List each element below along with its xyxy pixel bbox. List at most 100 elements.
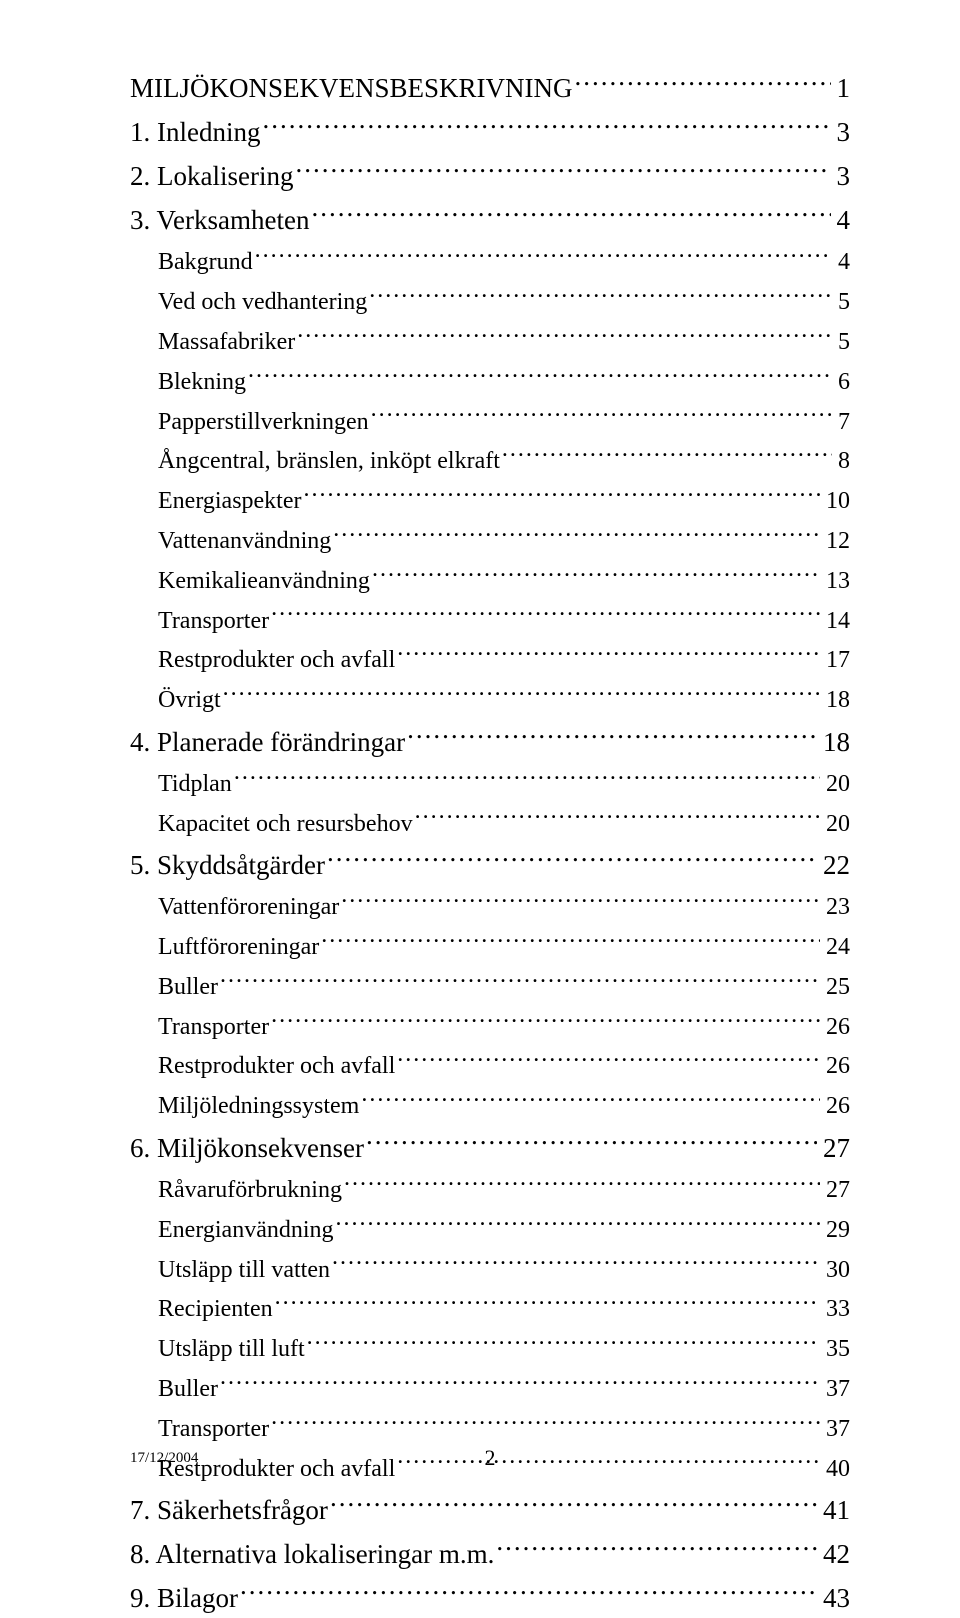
toc-entry-page: 29 — [822, 1212, 850, 1248]
toc-entry-page: 22 — [819, 845, 850, 886]
toc-entry-label: 8. Alternativa lokaliseringar m.m. — [130, 1534, 494, 1575]
toc-leader-dots — [369, 280, 832, 309]
toc-entry-label: Luftföroreningar — [158, 929, 319, 965]
toc-entry-page: 1 — [833, 68, 851, 109]
toc-entry: MILJÖKONSEKVENSBESKRIVNING 1 — [130, 65, 850, 109]
toc-leader-dots — [295, 153, 830, 185]
toc-entry: 1. Inledning3 — [130, 109, 850, 153]
toc-entry-page: 4 — [833, 200, 851, 241]
toc-entry: 6. Miljökonsekvenser27 — [130, 1124, 850, 1168]
toc-entry-page: 24 — [822, 929, 850, 965]
toc-leader-dots — [240, 1574, 817, 1606]
toc-entry-label: 9. Bilagor — [130, 1578, 238, 1618]
toc-entry: Tidplan 20 — [158, 762, 850, 802]
toc-leader-dots — [271, 1407, 820, 1436]
toc-leader-dots — [496, 1530, 817, 1562]
toc-entry: 9. Bilagor 43 — [130, 1574, 850, 1618]
toc-entry-label: Bakgrund — [158, 244, 253, 280]
toc-entry-page: 30 — [822, 1252, 850, 1288]
toc-entry: Övrigt18 — [158, 678, 850, 718]
toc-entry: Recipienten 33 — [158, 1288, 850, 1328]
toc-entry: 2. Lokalisering3 — [130, 153, 850, 197]
toc-entry-page: 5 — [834, 324, 850, 360]
toc-entry-page: 10 — [822, 483, 850, 519]
toc-entry-page: 20 — [822, 806, 850, 842]
toc-entry-page: 27 — [819, 1128, 850, 1169]
toc-entry-label: Tidplan — [158, 766, 232, 802]
toc-leader-dots — [415, 802, 820, 831]
toc-entry-page: 17 — [822, 642, 850, 678]
toc-entry-page: 42 — [819, 1534, 850, 1575]
toc-entry: Ved och vedhantering5 — [158, 280, 850, 320]
toc-leader-dots — [397, 1045, 820, 1074]
footer-date: 17/12/2004 — [130, 1450, 198, 1466]
toc-entry: Papperstillverkningen 7 — [158, 400, 850, 440]
table-of-contents: MILJÖKONSEKVENSBESKRIVNING 11. Inledning3… — [130, 65, 850, 1618]
toc-entry-label: Övrigt — [158, 682, 221, 718]
toc-entry: 7. Säkerhetsfrågor 41 — [130, 1487, 850, 1531]
toc-leader-dots — [361, 1084, 820, 1113]
toc-leader-dots — [223, 678, 820, 707]
toc-entry-page: 26 — [822, 1009, 850, 1045]
toc-entry: Energiaspekter10 — [158, 479, 850, 519]
toc-leader-dots — [271, 599, 820, 628]
toc-entry-page: 26 — [822, 1088, 850, 1124]
toc-entry-label: Transporter — [158, 603, 269, 639]
toc-entry-label: Blekning — [158, 364, 246, 400]
toc-entry: Transporter37 — [158, 1407, 850, 1447]
toc-entry-page: 4 — [834, 244, 850, 280]
toc-leader-dots — [304, 479, 821, 508]
toc-entry-page: 5 — [834, 284, 850, 320]
toc-entry-page: 20 — [822, 766, 850, 802]
footer-page-number: 2 — [485, 1445, 496, 1471]
toc-entry: Kemikalieanvändning13 — [158, 559, 850, 599]
toc-leader-dots — [371, 400, 832, 429]
toc-leader-dots — [271, 1005, 820, 1034]
toc-entry: Bakgrund 4 — [158, 241, 850, 281]
toc-entry-page: 8 — [834, 443, 850, 479]
toc-entry-page: 37 — [822, 1411, 850, 1447]
toc-entry-label: Vattenanvändning — [158, 523, 331, 559]
toc-entry-label: 7. Säkerhetsfrågor — [130, 1490, 328, 1531]
toc-entry: Transporter14 — [158, 599, 850, 639]
toc-entry-page: 23 — [822, 889, 850, 925]
toc-leader-dots — [333, 519, 820, 548]
toc-leader-dots — [397, 639, 820, 668]
toc-leader-dots — [372, 559, 820, 588]
toc-entry-label: Papperstillverkningen — [158, 404, 369, 440]
toc-leader-dots — [311, 197, 830, 229]
toc-entry-page: 43 — [819, 1578, 850, 1618]
toc-entry: Vattenanvändning12 — [158, 519, 850, 559]
page-footer: 17/12/2004 2 — [130, 1449, 850, 1467]
toc-entry: 8. Alternativa lokaliseringar m.m. 42 — [130, 1530, 850, 1574]
toc-entry: Buller37 — [158, 1367, 850, 1407]
toc-leader-dots — [327, 842, 817, 874]
toc-entry: Restprodukter och avfall17 — [158, 639, 850, 679]
toc-entry: Blekning6 — [158, 360, 850, 400]
toc-leader-dots — [248, 360, 832, 389]
toc-entry-label: Vattenföroreningar — [158, 889, 339, 925]
toc-leader-dots — [307, 1327, 820, 1356]
toc-entry: Miljöledningssystem 26 — [158, 1084, 850, 1124]
toc-entry-page: 26 — [822, 1048, 850, 1084]
toc-entry-page: 41 — [819, 1490, 850, 1531]
toc-leader-dots — [407, 718, 817, 750]
toc-leader-dots — [220, 1367, 820, 1396]
toc-entry-label: Massafabriker — [158, 324, 295, 360]
toc-entry: Utsläpp till vatten30 — [158, 1248, 850, 1288]
document-page: MILJÖKONSEKVENSBESKRIVNING 11. Inledning3… — [0, 0, 960, 1523]
toc-entry-label: 3. Verksamheten — [130, 200, 309, 241]
toc-entry-label: Transporter — [158, 1009, 269, 1045]
toc-entry: 4. Planerade förändringar18 — [130, 718, 850, 762]
toc-entry-page: 25 — [822, 969, 850, 1005]
toc-entry-label: Recipienten — [158, 1291, 273, 1327]
toc-entry: Restprodukter och avfall26 — [158, 1045, 850, 1085]
toc-leader-dots — [220, 965, 820, 994]
toc-entry-label: Kapacitet och resursbehov — [158, 806, 413, 842]
toc-entry-page: 7 — [834, 404, 850, 440]
toc-entry-label: MILJÖKONSEKVENSBESKRIVNING — [130, 68, 573, 109]
toc-entry-label: Ångcentral, bränslen, inköpt elkraft — [158, 443, 500, 479]
toc-entry-label: Miljöledningssystem — [158, 1088, 359, 1124]
toc-entry-page: 33 — [822, 1291, 850, 1327]
toc-entry-label: Kemikalieanvändning — [158, 563, 370, 599]
